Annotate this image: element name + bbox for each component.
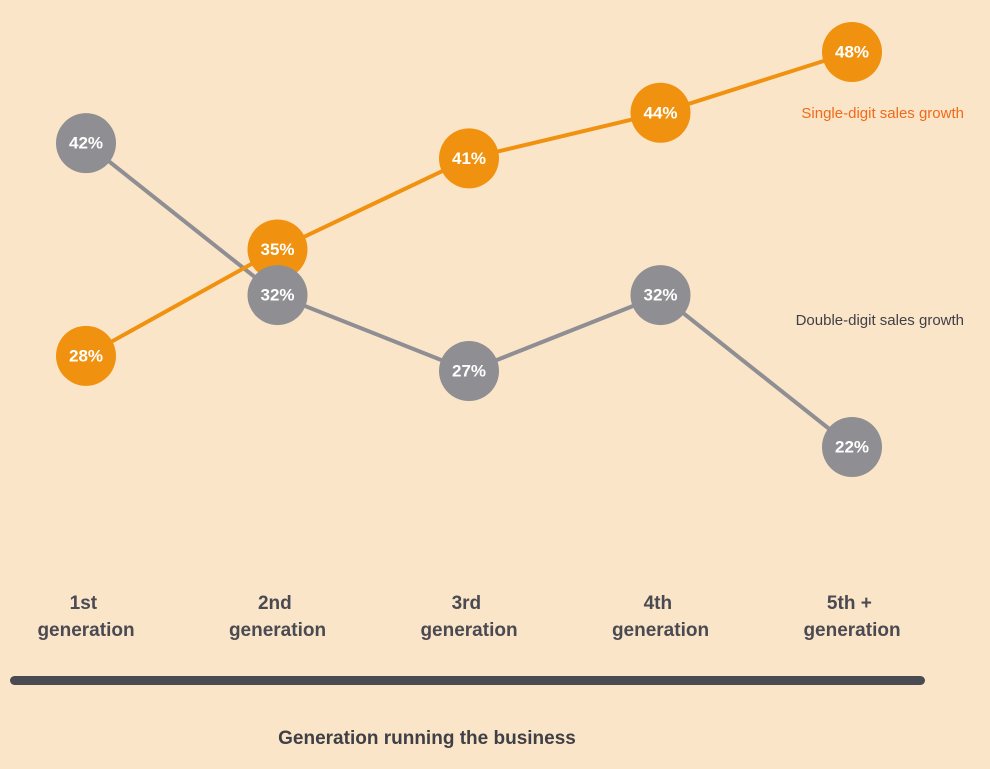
tick-line: generation: [229, 620, 326, 641]
value-label: 41%: [452, 149, 486, 168]
value-label: 48%: [835, 42, 869, 61]
point: [439, 341, 499, 402]
tick-line: 1st: [70, 593, 103, 614]
point: [630, 265, 691, 326]
point: [439, 128, 499, 189]
value-label: 22%: [835, 437, 869, 456]
x-tick-label: 1st generation: [37, 593, 134, 641]
value-label: 42%: [69, 134, 103, 153]
x-tick-label: 3rd generation: [420, 593, 517, 641]
x-tick-label: 4th generation: [612, 593, 709, 641]
tick-line: generation: [37, 620, 134, 641]
tick-line: generation: [803, 620, 900, 641]
tick-line: generation: [612, 620, 709, 641]
x-axis-label: Generation running the business: [278, 728, 576, 749]
point: [247, 265, 308, 326]
tick-line: 5th +: [827, 593, 877, 614]
point: [822, 417, 882, 477]
value-label: 35%: [260, 240, 294, 259]
x-tick-label: 2nd generation: [229, 593, 326, 641]
point: [56, 113, 116, 174]
point: [630, 82, 691, 143]
axis-bar: [10, 676, 925, 685]
x-tick-label: 5th + generation: [803, 593, 900, 641]
series-name: Single-digit sales growth: [801, 105, 964, 122]
point: [822, 22, 882, 82]
tick-line: generation: [420, 620, 517, 641]
value-label: 32%: [643, 286, 677, 305]
point: [247, 219, 308, 280]
tick-line: 2nd: [258, 593, 297, 614]
tick-line: 4th: [644, 593, 678, 614]
value-label: 27%: [452, 362, 486, 381]
value-label: 44%: [643, 103, 677, 122]
value-label: 28%: [69, 346, 103, 365]
tick-line: 3rd: [452, 593, 487, 614]
series-name: Double-digit sales growth: [796, 312, 964, 329]
point: [56, 325, 116, 386]
value-label: 32%: [260, 286, 294, 305]
